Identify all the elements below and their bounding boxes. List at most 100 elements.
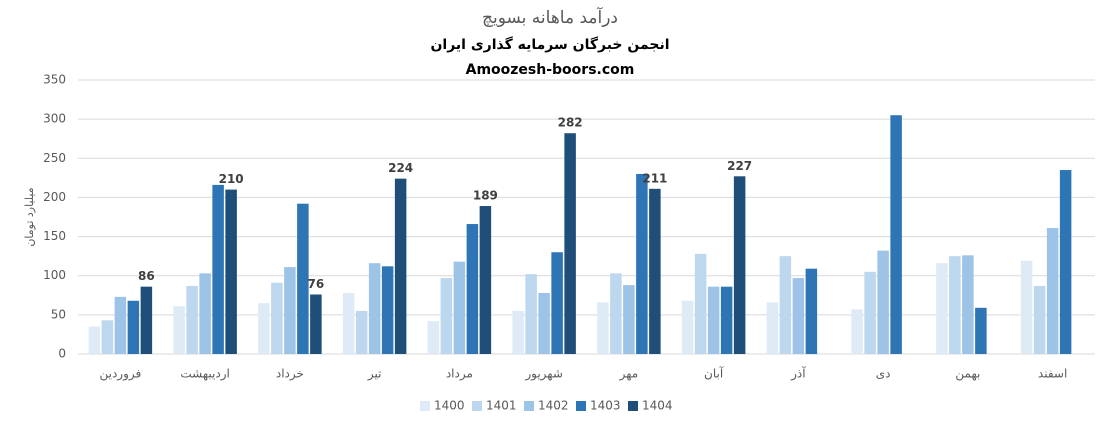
y-axis-label: میلیارد تومان [23, 187, 36, 246]
bar [564, 133, 576, 354]
x-tick-label: اسفند [1038, 367, 1067, 381]
x-tick-label: تیر [367, 367, 382, 382]
bar [936, 263, 948, 354]
x-tick-label: شهریور [524, 367, 563, 382]
bar [949, 256, 961, 354]
bar [394, 178, 407, 354]
x-tick-label: دی [876, 367, 891, 381]
y-tick-label: 0 [58, 347, 66, 361]
legend-swatch [628, 401, 638, 411]
bar [466, 224, 479, 354]
bar [88, 326, 101, 354]
bar [127, 300, 140, 354]
bar [766, 302, 779, 354]
bar [258, 303, 270, 354]
legend-label: 1400 [434, 399, 465, 413]
x-tick-label: آذر [790, 366, 806, 382]
y-tick-label: 350 [43, 73, 66, 87]
x-tick-label: مهر [619, 367, 639, 382]
data-label: 189 [473, 189, 498, 203]
y-tick-label: 300 [43, 112, 66, 126]
bar [733, 176, 746, 354]
x-tick-label: اردیبهشت [180, 367, 229, 382]
data-label: 76 [308, 277, 325, 291]
legend-label: 1401 [486, 399, 517, 413]
legend-label: 1404 [642, 399, 673, 413]
bar [525, 274, 537, 354]
bar [479, 206, 492, 354]
chart-subtitle: انجمن خبرگان سرمایه گذاری ایران [430, 36, 669, 53]
legend-label: 1402 [538, 399, 569, 413]
legend-swatch [472, 401, 482, 411]
bar [597, 302, 609, 354]
bar [368, 263, 381, 354]
bar [681, 300, 694, 354]
bar [877, 250, 889, 354]
x-tick-label: مرداد [446, 367, 473, 382]
bar [512, 310, 524, 354]
data-label: 86 [138, 269, 155, 283]
bar [355, 310, 368, 354]
chart-source: Amoozesh-boors.com [466, 62, 635, 78]
x-tick-label: فروردین [99, 367, 141, 382]
bar [864, 271, 876, 354]
legend-swatch [576, 401, 586, 411]
bar [186, 285, 198, 354]
bar [225, 189, 237, 354]
bar [707, 286, 720, 354]
bar [173, 306, 185, 354]
legend-label: 1403 [590, 399, 621, 413]
legend-swatch [420, 401, 430, 411]
data-label: 210 [219, 172, 244, 186]
bar [551, 252, 563, 354]
legend-swatch [524, 401, 534, 411]
bar [212, 184, 224, 354]
bar [101, 320, 114, 354]
bar [962, 255, 974, 354]
y-tick-label: 250 [43, 151, 66, 165]
data-label: 227 [727, 159, 752, 173]
bar [890, 115, 902, 354]
bar [271, 282, 283, 354]
bar [381, 266, 394, 354]
y-tick-label: 50 [51, 307, 66, 321]
bar [140, 286, 153, 354]
bar [694, 253, 707, 354]
bar [792, 278, 805, 354]
x-tick-label: آبان [704, 366, 724, 381]
bar [636, 173, 648, 354]
bar [649, 188, 661, 354]
data-label: 211 [642, 171, 667, 185]
bar [851, 309, 863, 354]
bar [1059, 170, 1072, 354]
bar [610, 273, 622, 354]
bar [310, 294, 322, 354]
data-label: 282 [558, 116, 583, 130]
bar [427, 321, 440, 354]
data-label: 224 [388, 161, 413, 175]
bar [440, 278, 453, 354]
bar [453, 261, 466, 354]
bar [1020, 260, 1033, 354]
bar [623, 285, 635, 354]
bar [779, 256, 792, 354]
bar [284, 267, 296, 354]
bar [199, 273, 211, 354]
bar [720, 286, 733, 354]
bar [975, 307, 987, 354]
bar [114, 296, 127, 354]
y-tick-label: 200 [43, 190, 66, 204]
bar [342, 292, 355, 354]
y-tick-label: 100 [43, 268, 66, 282]
bar [538, 292, 550, 354]
x-tick-label: بهمن [955, 367, 980, 382]
bar [805, 268, 818, 354]
x-tick-label: خرداد [276, 367, 304, 382]
bar [1033, 285, 1046, 354]
bar [1046, 227, 1059, 354]
y-tick-label: 150 [43, 229, 66, 243]
bar [297, 203, 309, 354]
chart-title: درآمد ماهانه بسویچ [482, 6, 618, 28]
